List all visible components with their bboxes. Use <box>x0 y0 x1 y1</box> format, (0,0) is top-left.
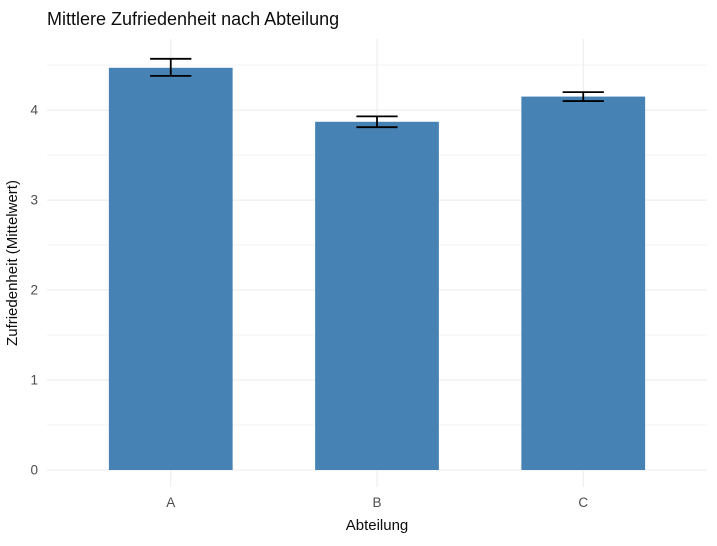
x-tick-label: A <box>166 495 175 510</box>
bar-C <box>521 96 646 470</box>
x-tick-label: C <box>578 495 588 510</box>
error-bars-group <box>150 57 604 129</box>
x-tick-label: B <box>372 495 381 510</box>
error-bar-B <box>356 115 398 129</box>
error-bar-A <box>150 57 192 77</box>
y-axis-tick-labels: 0 1 2 3 4 <box>30 103 38 478</box>
x-axis-title: Abteilung <box>346 517 409 534</box>
bar-B <box>315 121 439 470</box>
y-tick-label: 3 <box>30 193 38 208</box>
y-tick-label: 2 <box>30 283 38 298</box>
chart-title: Mittlere Zufriedenheit nach Abteilung <box>47 9 339 29</box>
y-tick-label: 4 <box>30 103 38 118</box>
y-axis-title: Zufriedenheit (Mittelwert) <box>4 180 21 346</box>
y-tick-label: 1 <box>30 373 38 388</box>
error-bar-C <box>562 91 604 102</box>
bars-group <box>108 67 646 470</box>
bar-A <box>108 67 233 470</box>
y-tick-label: 0 <box>30 463 38 478</box>
x-axis-tick-labels: A B C <box>166 495 588 510</box>
